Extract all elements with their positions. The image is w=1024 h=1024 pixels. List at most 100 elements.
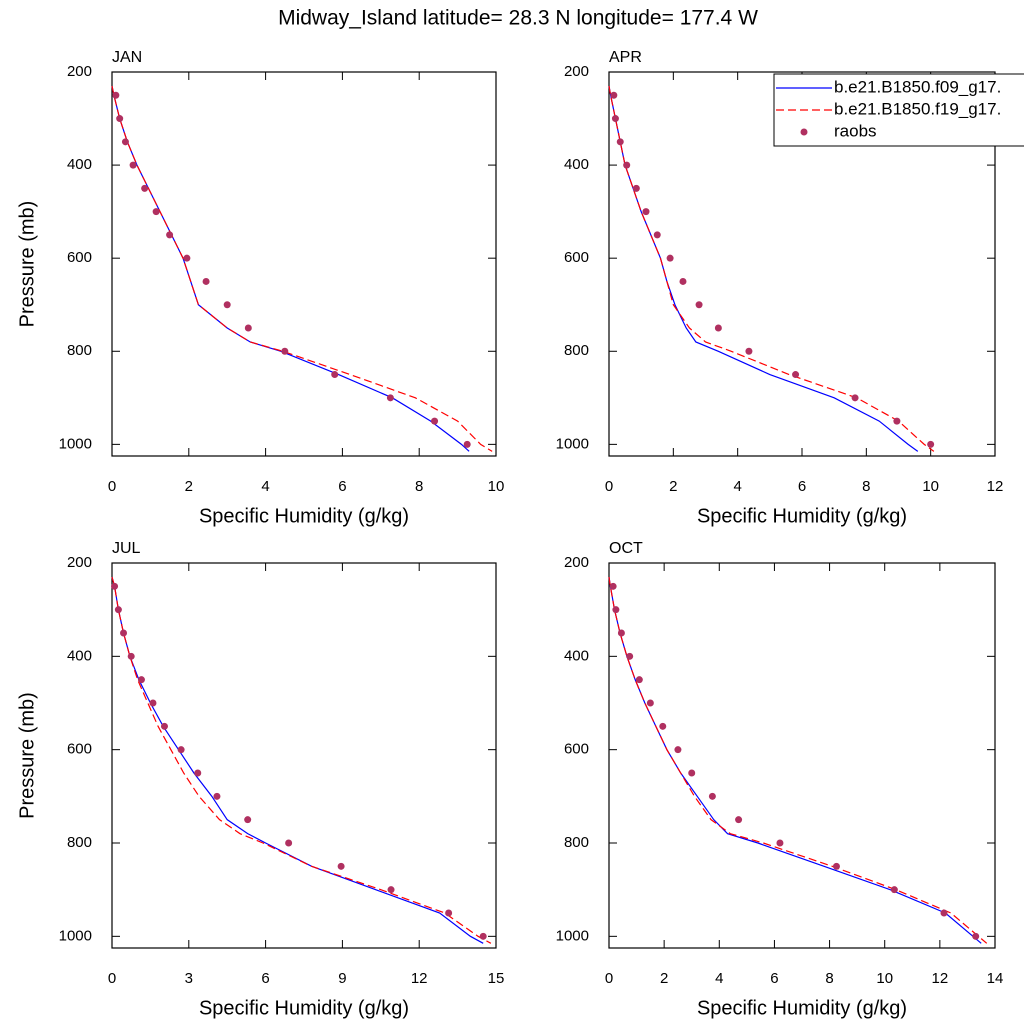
- obs-point: [659, 722, 667, 730]
- obs-point: [244, 324, 252, 332]
- obs-point: [632, 184, 640, 192]
- x-tick-label: 12: [987, 478, 1004, 495]
- obs-point: [714, 324, 722, 332]
- obs-point: [642, 208, 650, 216]
- panel-title: APR: [609, 49, 642, 66]
- x-tick-label: 9: [338, 970, 346, 987]
- figure-title: Midway_Island latitude= 28.3 N longitude…: [278, 7, 758, 30]
- legend-label: b.e21.B1850.f19_g17.: [834, 99, 1001, 118]
- y-tick-label: 600: [67, 249, 92, 266]
- obs-point: [137, 676, 145, 684]
- y-tick-label: 400: [564, 647, 589, 664]
- y-tick-label: 1000: [556, 435, 589, 452]
- plot-frame: [111, 71, 497, 457]
- obs-point: [688, 769, 696, 777]
- obs-point: [463, 440, 471, 448]
- x-tick-label: 3: [185, 970, 193, 987]
- obs-point: [223, 301, 231, 309]
- obs-point: [202, 277, 210, 285]
- obs-point: [244, 816, 252, 824]
- obs-point: [149, 699, 157, 707]
- obs-point: [121, 138, 129, 146]
- obs-point: [141, 184, 149, 192]
- obs-point: [111, 582, 119, 590]
- x-tick-label: 10: [922, 478, 939, 495]
- obs-point: [940, 909, 948, 917]
- obs-point: [735, 816, 743, 824]
- obs-point: [792, 371, 800, 379]
- obs-point: [695, 301, 703, 309]
- obs-point: [116, 115, 124, 123]
- y-tick-label: 800: [67, 342, 92, 359]
- obs-point: [285, 839, 293, 847]
- obs-point: [626, 652, 634, 660]
- profile-line: [111, 85, 470, 452]
- profile-line: [111, 576, 492, 944]
- legend-label: raobs: [834, 121, 877, 140]
- y-tick-label: 800: [564, 342, 589, 359]
- obs-point: [445, 909, 453, 917]
- panel-title: JAN: [112, 49, 142, 66]
- y-tick-label: 800: [67, 834, 92, 851]
- obs-point: [623, 161, 631, 169]
- obs-point: [745, 347, 753, 355]
- y-tick-label: 600: [564, 249, 589, 266]
- x-tick-label: 6: [338, 478, 346, 495]
- x-tick-label: 2: [660, 970, 668, 987]
- plot-frame: [111, 562, 497, 949]
- x-tick-label: 10: [488, 478, 505, 495]
- legend-label: b.e21.B1850.f09_g17.: [834, 77, 1001, 96]
- x-tick-label: 6: [798, 478, 806, 495]
- obs-point: [213, 792, 221, 800]
- x-tick-label: 8: [825, 970, 833, 987]
- obs-point: [708, 792, 716, 800]
- profile-line: [608, 576, 988, 944]
- obs-point: [114, 606, 122, 614]
- obs-point: [112, 91, 120, 99]
- y-tick-label: 200: [564, 554, 589, 571]
- x-tick-label: 6: [261, 970, 269, 987]
- x-tick-label: 0: [108, 970, 116, 987]
- x-tick-label: 2: [669, 478, 677, 495]
- x-tick-label: 10: [876, 970, 893, 987]
- x-tick-label: 0: [108, 478, 116, 495]
- x-tick-label: 4: [261, 478, 269, 495]
- obs-point: [653, 231, 661, 239]
- obs-point: [776, 839, 784, 847]
- obs-point: [679, 277, 687, 285]
- y-tick-label: 200: [67, 554, 92, 571]
- legend-marker: [800, 128, 808, 136]
- y-tick-label: 200: [564, 63, 589, 80]
- y-tick-label: 200: [67, 63, 92, 80]
- obs-point: [972, 932, 980, 940]
- obs-point: [646, 699, 654, 707]
- obs-point: [129, 161, 137, 169]
- obs-point: [166, 231, 174, 239]
- obs-point: [387, 886, 395, 894]
- obs-point: [183, 254, 191, 262]
- obs-point: [616, 138, 624, 146]
- x-tick-label: 2: [185, 478, 193, 495]
- obs-point: [617, 629, 625, 637]
- x-tick-label: 8: [862, 478, 870, 495]
- panel-title: JUL: [112, 540, 141, 557]
- profile-line: [608, 576, 982, 944]
- x-tick-label: 12: [411, 970, 428, 987]
- x-axis-label: Specific Humidity (g/kg): [199, 997, 409, 1019]
- obs-point: [331, 371, 339, 379]
- profile-line: [111, 576, 484, 944]
- x-tick-label: 6: [770, 970, 778, 987]
- x-tick-label: 0: [605, 970, 613, 987]
- plot-frame: [608, 562, 996, 949]
- y-tick-label: 600: [564, 741, 589, 758]
- y-tick-label: 600: [67, 741, 92, 758]
- obs-point: [890, 886, 898, 894]
- x-tick-label: 0: [605, 478, 613, 495]
- y-tick-label: 800: [564, 834, 589, 851]
- obs-point: [160, 722, 168, 730]
- panel-title: OCT: [609, 540, 643, 557]
- obs-point: [609, 582, 617, 590]
- x-axis-label: Specific Humidity (g/kg): [199, 505, 409, 527]
